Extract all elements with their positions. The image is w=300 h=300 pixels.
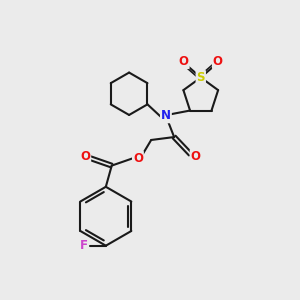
- Text: O: O: [213, 55, 223, 68]
- Text: F: F: [80, 239, 88, 252]
- Text: O: O: [133, 152, 143, 165]
- Text: S: S: [196, 71, 205, 84]
- Text: O: O: [190, 150, 201, 163]
- Text: N: N: [161, 109, 171, 122]
- Text: O: O: [80, 150, 90, 163]
- Text: O: O: [179, 55, 189, 68]
